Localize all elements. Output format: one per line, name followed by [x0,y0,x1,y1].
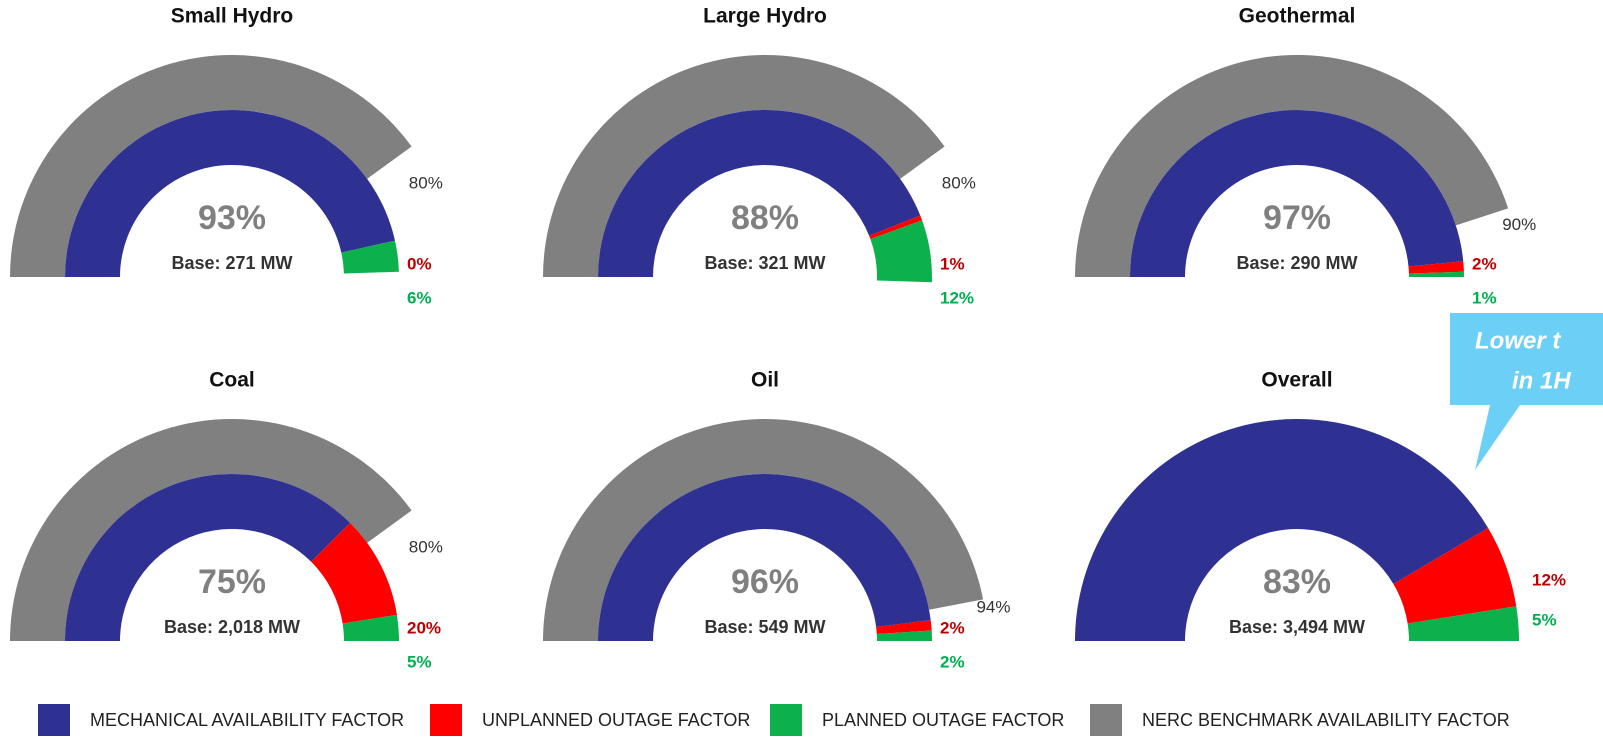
benchmark-label: 90% [1502,215,1536,234]
gauge-segment [1408,261,1464,274]
gauge-segment [598,109,921,277]
unplanned-label: 12% [1532,570,1566,589]
legend-swatch [770,704,802,736]
callout [1450,313,1603,470]
planned-label: 6% [407,288,432,307]
center-value: 96% [731,563,799,601]
chart-title: Small Hydro [171,5,294,28]
legend-label: PLANNED OUTAGE FACTOR [822,710,1064,730]
chart-title: Coal [209,369,255,392]
unplanned-label: 1% [940,254,965,273]
chart-title: Geothermal [1239,5,1356,28]
chart-title: Large Hydro [703,5,827,28]
gauge-segment [1407,606,1519,641]
benchmark-label: 80% [409,537,443,556]
gauge-segment [65,474,351,641]
legend-label: NERC BENCHMARK AVAILABILITY FACTOR [1142,710,1510,730]
gauge-segment [1075,419,1489,641]
legend-swatch [38,704,70,736]
center-value: 83% [1263,563,1331,601]
base-label: Base: 3,494 MW [1229,617,1365,637]
planned-label: 12% [940,288,974,307]
benchmark-arc [10,55,412,278]
benchmark-label: 80% [409,173,443,192]
gauge-segment [65,110,395,277]
benchmark-arc [543,55,945,278]
center-value: 88% [731,199,799,237]
unplanned-label: 2% [940,618,965,637]
gauge-segment [870,220,932,283]
benchmark-arc [10,419,412,641]
gauge-segment [311,522,397,624]
center-value: 75% [198,563,266,601]
callout-text: Lower t [1475,327,1561,354]
chart-title: Overall [1261,369,1332,392]
legend-label: UNPLANNED OUTAGE FACTOR [482,710,750,730]
callout-text: in 1H [1512,367,1571,394]
gauge-segment [1408,271,1464,277]
planned-label: 5% [1532,610,1557,629]
benchmark-arc [543,419,984,641]
base-label: Base: 549 MW [704,617,825,637]
gauge-segment [1393,527,1517,624]
gauge-segment [876,620,932,634]
base-label: Base: 271 MW [171,253,292,273]
benchmark-label: 94% [976,597,1010,616]
planned-label: 5% [407,652,432,671]
base-label: Base: 2,018 MW [164,617,300,637]
benchmark-label: 80% [942,173,976,192]
center-value: 97% [1263,199,1331,237]
gauge-segment [598,473,931,641]
planned-label: 1% [1472,288,1497,307]
gauge-segment [876,630,932,641]
legend-swatch [1090,704,1122,736]
center-value: 93% [198,199,266,237]
base-label: Base: 290 MW [1236,253,1357,273]
base-label: Base: 321 MW [704,253,825,273]
gauge-segment [341,240,399,274]
chart-title: Oil [751,369,779,392]
unplanned-label: 0% [407,254,432,273]
unplanned-label: 2% [1472,254,1497,273]
unplanned-label: 20% [407,618,441,637]
gauge-segment [869,215,923,240]
planned-label: 2% [940,652,965,671]
benchmark-arc [1075,55,1509,277]
legend-label: MECHANICAL AVAILABILITY FACTOR [90,710,404,730]
gauge-segment [342,614,400,641]
gauge-segment [1130,110,1464,277]
legend-swatch [430,704,462,736]
